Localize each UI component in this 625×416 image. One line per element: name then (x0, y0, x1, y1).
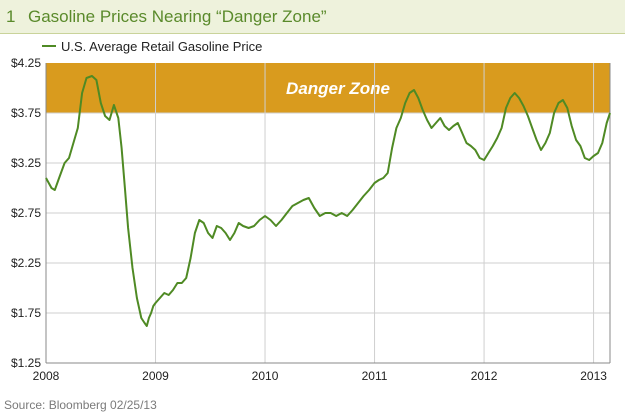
y-tick-label: $3.75 (11, 106, 41, 120)
chart-title: Gasoline Prices Nearing “Danger Zone” (28, 6, 327, 26)
danger-zone-band (46, 63, 610, 113)
y-tick-label: $3.25 (11, 156, 41, 170)
legend: U.S. Average Retail Gasoline Price (42, 39, 262, 54)
danger-zone-label: Danger Zone (286, 79, 390, 98)
legend-label: U.S. Average Retail Gasoline Price (61, 39, 262, 54)
y-tick-label: $2.25 (11, 256, 41, 270)
figure-number: 1 (6, 6, 16, 26)
chart-header: 1 Gasoline Prices Nearing “Danger Zone” (0, 0, 625, 34)
source-note: Source: Bloomberg 02/25/13 (4, 398, 157, 412)
y-tick-label: $1.25 (11, 356, 41, 370)
x-tick-label: 2012 (471, 369, 498, 383)
gasoline-price-chart: U.S. Average Retail Gasoline Price Danger… (11, 39, 611, 383)
x-tick-label: 2013 (580, 369, 607, 383)
x-tick-label: 2009 (142, 369, 169, 383)
x-tick-label: 2011 (362, 369, 388, 383)
price-series-line (45, 75, 611, 327)
x-tick-label: 2010 (252, 369, 279, 383)
y-tick-label: $4.25 (11, 56, 41, 70)
y-tick-label: $2.75 (11, 206, 41, 220)
x-tick-label: 2008 (33, 369, 60, 383)
y-tick-label: $1.75 (11, 306, 41, 320)
